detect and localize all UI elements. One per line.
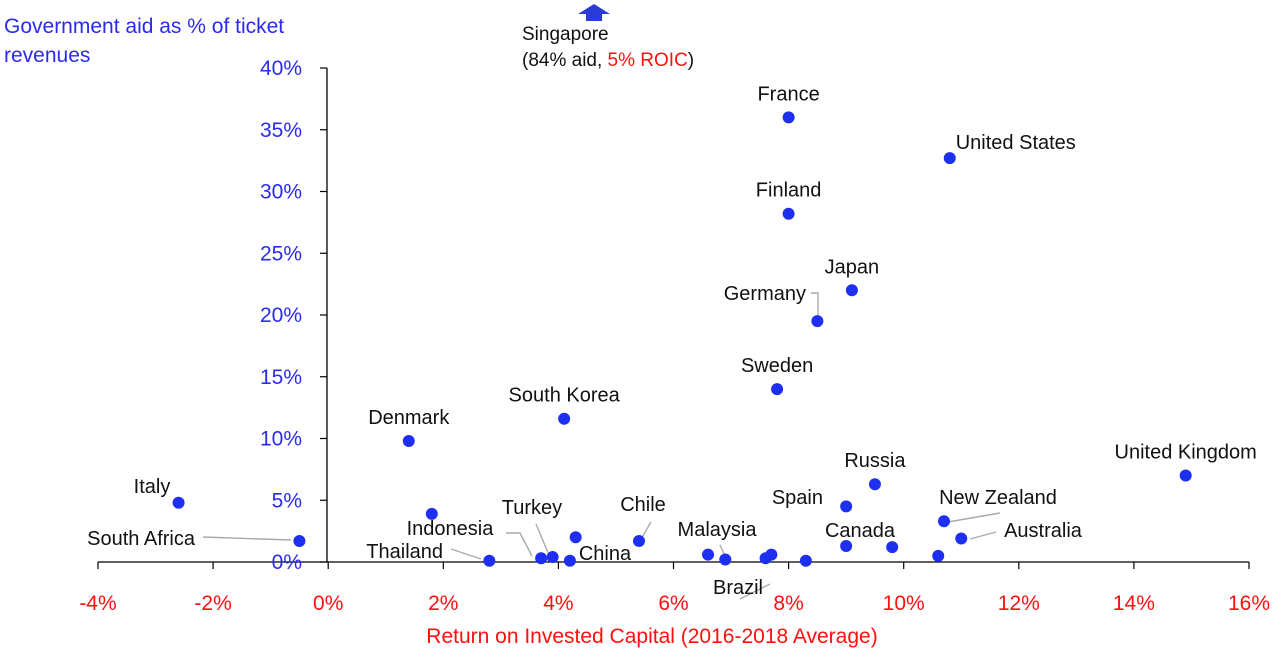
x-tick-label: 10% xyxy=(883,592,925,615)
y-tick-label: 40% xyxy=(260,57,302,80)
leader-line-indonesia xyxy=(506,532,533,557)
label-united-kingdom: United Kingdom xyxy=(1115,442,1257,464)
label-united-states: United States xyxy=(956,132,1076,154)
label-canada: Canada xyxy=(825,520,896,542)
x-tick-label: 8% xyxy=(773,592,803,615)
y-tick-label: 5% xyxy=(272,489,302,512)
singapore-annotation: Singapore (84% aid, 5% ROIC) xyxy=(522,22,694,74)
label-brazil: Brazil xyxy=(713,577,763,599)
label-spain: Spain xyxy=(772,487,823,509)
leader-line-australia xyxy=(969,531,997,540)
label-russia: Russia xyxy=(844,450,906,472)
x-tick-label: 14% xyxy=(1113,592,1155,615)
x-tick-label: 2% xyxy=(428,592,458,615)
label-south-africa: South Africa xyxy=(87,528,196,550)
x-tick-label: 16% xyxy=(1228,592,1270,615)
point-south-africa xyxy=(293,535,306,548)
leader-line-germany xyxy=(811,292,819,317)
leader-lines xyxy=(202,292,1001,600)
singapore-roic-text: 5% ROIC xyxy=(607,50,688,71)
y-axis-title: Government aid as % of ticket revenues xyxy=(4,15,285,67)
x-tick-label: 6% xyxy=(658,592,688,615)
up-arrow-icon xyxy=(578,4,610,21)
y-tick-label: 15% xyxy=(260,366,302,389)
singapore-aid-text: (84% aid, xyxy=(522,50,608,71)
x-tick-label: 12% xyxy=(998,592,1040,615)
point-unlabeled xyxy=(765,548,778,561)
label-thailand: Thailand xyxy=(366,541,443,563)
point-germany xyxy=(811,315,824,328)
label-chile: Chile xyxy=(620,494,666,516)
leader-line-thailand xyxy=(450,548,482,560)
axes: -4% -2% 0% 2% 4% 6% 8% 10% 12% 14% 16% 0% 5% 10% 15% 20… xyxy=(79,57,1270,648)
singapore-label: Singapore xyxy=(522,24,609,45)
x-tick-label: 0% xyxy=(313,592,343,615)
singapore-close-text: ) xyxy=(687,50,695,71)
leader-line-south-africa xyxy=(202,536,292,541)
label-new-zealand: New Zealand xyxy=(939,487,1057,509)
point-unlabeled xyxy=(702,548,715,561)
point-south-korea xyxy=(558,412,571,425)
point-italy xyxy=(172,496,185,509)
point-malaysia xyxy=(719,553,732,566)
x-tick-label: 4% xyxy=(543,592,573,615)
x-axis-title: Return on Invested Capital (2016-2018 Av… xyxy=(426,625,877,648)
annotations xyxy=(578,4,610,21)
leader-line-brazil xyxy=(739,583,771,600)
point-japan xyxy=(845,284,858,297)
label-denmark: Denmark xyxy=(368,407,450,429)
point-turkey xyxy=(546,551,559,564)
label-sweden: Sweden xyxy=(741,355,813,377)
y-tick-label: 10% xyxy=(260,428,302,451)
x-tick-label: -4% xyxy=(79,592,116,615)
point-united-states xyxy=(943,152,956,165)
y-tick-label: 35% xyxy=(260,119,302,142)
point-australia xyxy=(955,532,968,545)
point-indonesia xyxy=(535,552,548,565)
point-unlabeled xyxy=(886,541,899,554)
label-france: France xyxy=(757,83,819,105)
leader-line-chile xyxy=(640,521,652,540)
point-unlabeled xyxy=(932,549,945,562)
point-finland xyxy=(782,207,795,220)
label-malaysia: Malaysia xyxy=(678,519,758,541)
y-tick-label: 20% xyxy=(260,304,302,327)
label-italy: Italy xyxy=(134,476,171,498)
singapore-detail: (84% aid, 5% ROIC) xyxy=(522,48,694,74)
point-china xyxy=(563,554,576,567)
point-chile xyxy=(632,535,645,548)
label-germany: Germany xyxy=(724,283,806,305)
point-unlabeled xyxy=(425,507,438,520)
point-france xyxy=(782,111,795,124)
point-new-zealand xyxy=(937,515,950,528)
x-tick-label: -2% xyxy=(194,592,231,615)
point-unlabeled xyxy=(799,554,812,567)
label-indonesia: Indonesia xyxy=(407,518,495,540)
y-tick-label: 30% xyxy=(260,181,302,204)
label-china: China xyxy=(579,543,632,565)
point-united-kingdom xyxy=(1179,469,1192,482)
y-tick-label: 0% xyxy=(272,551,302,574)
point-denmark xyxy=(402,434,415,447)
leader-line-turkey xyxy=(535,523,550,556)
y-tick-label: 25% xyxy=(260,242,302,265)
leader-line-new-zealand xyxy=(947,512,1001,523)
label-turkey: Turkey xyxy=(502,497,562,519)
point-labels: France United States Finland Japan Germany Sw… xyxy=(87,83,1257,599)
point-russia xyxy=(868,478,881,491)
point-thailand xyxy=(483,554,496,567)
point-unlabeled xyxy=(569,531,582,544)
label-japan: Japan xyxy=(825,256,880,278)
label-south-korea: South Korea xyxy=(509,385,621,407)
label-finland: Finland xyxy=(756,180,822,202)
point-spain xyxy=(840,500,853,513)
point-canada xyxy=(840,539,853,552)
data-points xyxy=(172,111,1192,567)
label-australia: Australia xyxy=(1004,520,1083,542)
point-sweden xyxy=(771,383,784,396)
